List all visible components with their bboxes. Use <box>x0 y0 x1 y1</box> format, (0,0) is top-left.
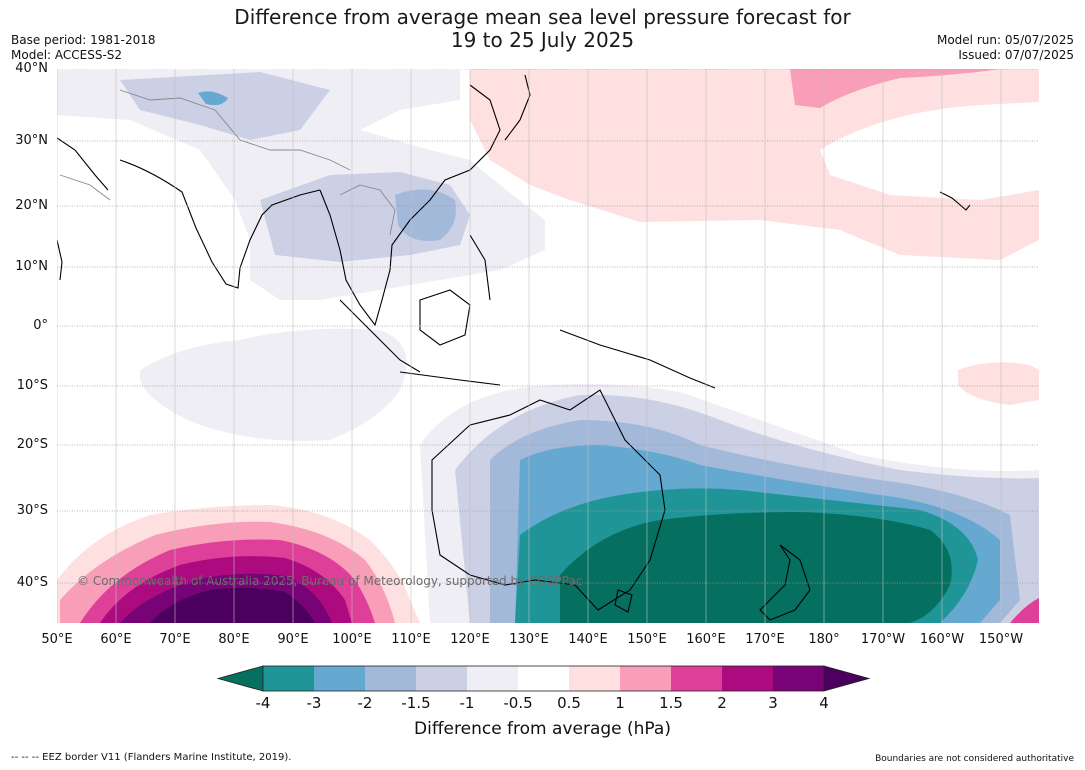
anomaly-region-southchina-neg15 <box>395 189 456 241</box>
colorbar-outline <box>262 665 825 692</box>
lon-label: 170°W <box>860 632 906 647</box>
meridians <box>57 69 1002 623</box>
lat-label: 10°N <box>15 259 48 274</box>
lon-label: 170°E <box>745 632 785 647</box>
anomaly-region-asia-neg1 <box>120 72 330 140</box>
coastline-new-zealand <box>759 544 811 621</box>
coastline-india <box>119 159 321 289</box>
lat-label: 30°N <box>15 133 48 148</box>
colorbar-tick: 2 <box>717 694 727 712</box>
colorbar-tick: -2 <box>357 694 373 712</box>
lon-label: 150°E <box>627 632 667 647</box>
colorbar-tick: -4 <box>255 694 271 712</box>
model-run: Model run: 05/07/2025 <box>936 33 1074 47</box>
colorbar-tick: -1 <box>459 694 475 712</box>
anomaly-region-south-pos4 <box>150 587 315 623</box>
coastline-borneo <box>419 289 471 346</box>
colorbar-segment <box>263 666 314 691</box>
coastline-java <box>399 371 501 386</box>
lon-label: 140°E <box>568 632 608 647</box>
lon-label: 60°E <box>100 632 132 647</box>
anomaly-region-north-pacific-pos05 <box>470 69 1039 260</box>
lon-label: 90°E <box>277 632 309 647</box>
eez-legend-note: -- -- -- EEZ border V11 (Flanders Marine… <box>11 752 292 763</box>
anomaly-region-tropical-pacific-pos05 <box>958 362 1039 405</box>
lat-label: 40°N <box>15 61 48 76</box>
boundary-disclaimer: Boundaries are not considered authoritat… <box>875 754 1074 764</box>
colorbar-tick: 4 <box>819 694 829 712</box>
lat-label: 40°S <box>16 575 48 590</box>
lat-label: 20°N <box>15 198 48 213</box>
lon-label: 80°E <box>218 632 250 647</box>
lon-label: 130°E <box>509 632 549 647</box>
colorbar-segment <box>671 666 722 691</box>
copyright-notice: © Commonwealth of Australia 2025, Bureau… <box>77 574 583 588</box>
colorbar-segment <box>773 666 824 691</box>
colorbar-segment <box>569 666 620 691</box>
anomaly-region-south-neg4 <box>560 512 952 623</box>
colorbar-tick: 3 <box>768 694 778 712</box>
base-period: Base period: 1981-2018 <box>11 33 156 47</box>
coastline-philippines <box>469 234 491 301</box>
colorbar-extend-high <box>823 665 871 692</box>
colorbar-tick: 0.5 <box>557 694 581 712</box>
colorbar-tick: -3 <box>306 694 322 712</box>
colorbar-tick: -0.5 <box>503 694 533 712</box>
anomaly-region-indian-ocean-neg05 <box>140 328 407 441</box>
colorbar-tick: 1.5 <box>659 694 683 712</box>
country-borders <box>59 89 396 236</box>
lon-label: 180° <box>808 632 840 647</box>
coastline-japan <box>504 74 531 141</box>
lon-label: 100°E <box>332 632 372 647</box>
lat-label: 10°S <box>16 378 48 393</box>
issued-date: Issued: 07/07/2025 <box>958 48 1074 62</box>
colorbar-segment <box>518 666 569 691</box>
colorbar <box>216 665 871 692</box>
colorbar-title: Difference from average (hPa) <box>414 719 671 739</box>
lon-label: 160°W <box>919 632 965 647</box>
coastline-southeast-asia <box>319 84 501 327</box>
coastline-sumatra <box>339 299 421 373</box>
meta-left: Base period: 1981-2018 Model: ACCESS-S2 <box>11 33 156 63</box>
coastline-arabia-africa <box>57 137 109 191</box>
colorbar-segment <box>416 666 467 691</box>
anomaly-region-north-pacific-pos1 <box>790 69 1000 108</box>
anomaly-region-southeast-pos <box>1010 598 1039 623</box>
meta-right: Model run: 05/07/2025 Issued: 07/07/2025 <box>937 33 1074 63</box>
colorbar-segment <box>314 666 365 691</box>
lon-label: 50°E <box>41 632 73 647</box>
lon-label: 110°E <box>391 632 431 647</box>
coastline-new-guinea <box>559 329 716 389</box>
anomaly-region-north-pacific-white <box>820 102 1039 200</box>
lon-label: 70°E <box>159 632 191 647</box>
colorbar-extend-low <box>216 665 264 692</box>
coastline-hawaii <box>939 191 971 211</box>
lon-label: 120°E <box>450 632 490 647</box>
lon-label: 150°W <box>978 632 1024 647</box>
colorbar-tick: -1.5 <box>401 694 431 712</box>
colorbar-segment <box>620 666 671 691</box>
lat-label: 20°S <box>16 437 48 452</box>
model-name: Model: ACCESS-S2 <box>11 48 123 62</box>
lat-label: 0° <box>33 318 48 333</box>
anomaly-region-tibet-neg2 <box>198 91 228 106</box>
colorbar-tick: 1 <box>615 694 625 712</box>
coastline-africa-east <box>57 239 63 281</box>
graticule <box>57 69 1039 584</box>
lat-label: 30°S <box>16 503 48 518</box>
colorbar-segment <box>467 666 518 691</box>
lon-label: 160°E <box>686 632 726 647</box>
map-title-line2: 19 to 25 July 2025 <box>450 28 635 52</box>
coastline-tasmania <box>614 589 633 613</box>
colorbar-segment <box>365 666 416 691</box>
map-title-line1: Difference from average mean sea level p… <box>234 5 851 29</box>
colorbar-segment <box>722 666 773 691</box>
